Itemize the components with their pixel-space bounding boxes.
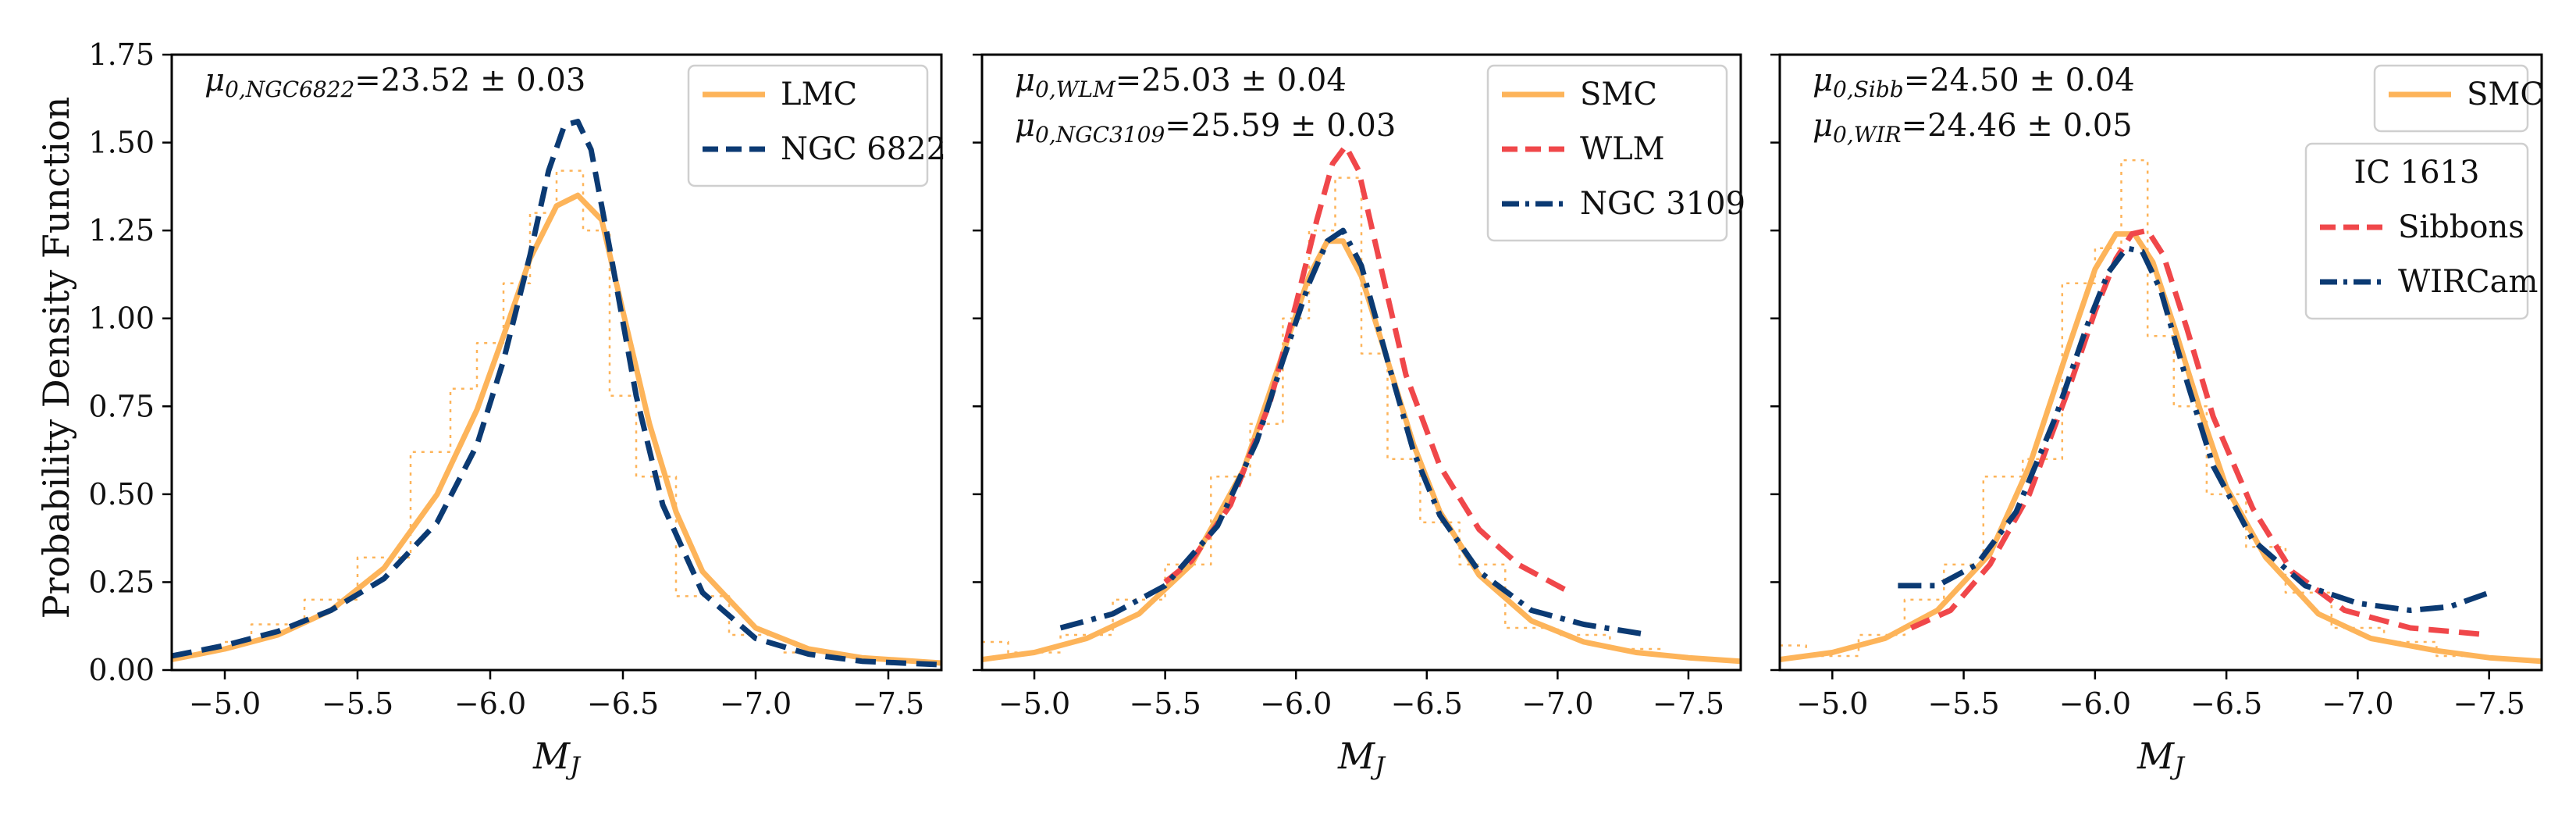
x-tick-label: −6.5 <box>2190 686 2262 721</box>
y-tick-label: 0.75 <box>88 389 155 423</box>
legend-label: SMC <box>1580 77 1657 112</box>
panel-middle: −5.0 −5.5 −6.0 −6.5 −7.0 −7.5 MJ μ0,WLM=25.03 ±… <box>973 53 1745 781</box>
x-tick-label: −6.5 <box>1391 686 1463 721</box>
legend-ic1613: IC 1613 Sibbons WIRCam <box>2304 142 2538 320</box>
x-tick-label: −7.0 <box>1521 686 1593 721</box>
plot-area <box>172 119 941 668</box>
legend: SMC <box>2373 64 2544 133</box>
x-tick-label: −7.5 <box>852 686 924 721</box>
series-wircam <box>1898 245 2490 613</box>
x-tick-label: −5.0 <box>1796 686 1868 721</box>
series-smc-histogram <box>982 176 1688 658</box>
x-tick-label: −5.0 <box>189 686 261 721</box>
annotation: μ0,WLM=25.03 ± 0.04 <box>1015 62 1347 102</box>
y-tick-label: 1.25 <box>88 213 155 248</box>
y-tick-label: 0.50 <box>88 477 155 512</box>
series-wlm <box>1163 143 1572 595</box>
series-ngc-6822 <box>172 119 941 668</box>
x-tick-label: −6.0 <box>2059 686 2131 721</box>
annotation: μ0,NGC6822=23.52 ± 0.03 <box>205 62 585 102</box>
legend-frame <box>1486 64 1728 242</box>
legend-label: NGC 6822 <box>781 131 946 167</box>
x-tick-label: −6.0 <box>1260 686 1332 721</box>
series-lmc <box>172 192 941 666</box>
axes-frame <box>170 53 943 672</box>
legend-title: IC 1613 <box>2354 155 2480 191</box>
legend: SMC WLM NGC 3109 <box>1486 64 1745 242</box>
x-axis-title: MJ <box>2137 735 2186 781</box>
x-tick-label: −5.0 <box>998 686 1070 721</box>
panel-right: −5.0 −5.5 −6.0 −6.5 −7.0 −7.5 MJ μ0,Sibb=24.50 … <box>1770 53 2544 781</box>
annotation: μ0,Sibb=24.50 ± 0.04 <box>1813 62 2135 102</box>
legend-label: LMC <box>781 77 857 112</box>
series-ngc-3109 <box>1059 227 1650 638</box>
x-tick-label: −7.5 <box>2453 686 2525 721</box>
axes-frame <box>980 53 1742 672</box>
legend-label: Sibbons <box>2398 209 2524 245</box>
annotation: μ0,NGC3109=25.59 ± 0.03 <box>1015 108 1396 148</box>
x-axis-title: MJ <box>1337 735 1386 781</box>
legend: LMC NGC 6822 <box>687 64 946 187</box>
legend-label: NGC 3109 <box>1580 186 1745 222</box>
y-tick-label: 0.00 <box>88 653 155 687</box>
y-axis-title: Probability Density Function <box>35 97 77 619</box>
plot-area <box>1780 159 2542 665</box>
x-tick-label: −5.5 <box>322 686 393 721</box>
legend-label: WLM <box>1580 131 1665 167</box>
x-tick-label: −7.5 <box>1653 686 1724 721</box>
x-tick-label: −7.0 <box>2322 686 2393 721</box>
legend-label: WIRCam <box>2398 264 2538 300</box>
y-tick-label: 1.00 <box>88 301 155 336</box>
y-tick-label: 0.25 <box>88 565 155 599</box>
x-tick-label: −7.0 <box>720 686 792 721</box>
legend-frame <box>2304 142 2529 320</box>
series-smc <box>1780 231 2542 665</box>
legend-label: SMC <box>2467 77 2544 112</box>
x-tick-label: −5.5 <box>1129 686 1201 721</box>
x-axis-title: MJ <box>532 735 582 781</box>
legend-frame <box>2373 64 2529 133</box>
y-tick-label: 1.50 <box>88 126 155 160</box>
y-tick-label: 1.75 <box>88 37 155 72</box>
series-lmc-histogram <box>225 169 809 654</box>
x-tick-label: −5.5 <box>1927 686 1999 721</box>
x-tick-label: −6.5 <box>587 686 659 721</box>
axes-frame <box>1778 53 2543 672</box>
x-tick-label: −6.0 <box>454 686 526 721</box>
plot-area <box>982 143 1741 665</box>
series-smc <box>982 238 1741 665</box>
series-sibbons <box>1909 227 2490 638</box>
annotation: μ0,WIR=24.46 ± 0.05 <box>1813 108 2133 148</box>
panel-left: −5.0 −5.5 −6.0 −6.5 −7.0 −7.5 MJ 0.00 0.25 0.50 0.… <box>88 37 946 781</box>
